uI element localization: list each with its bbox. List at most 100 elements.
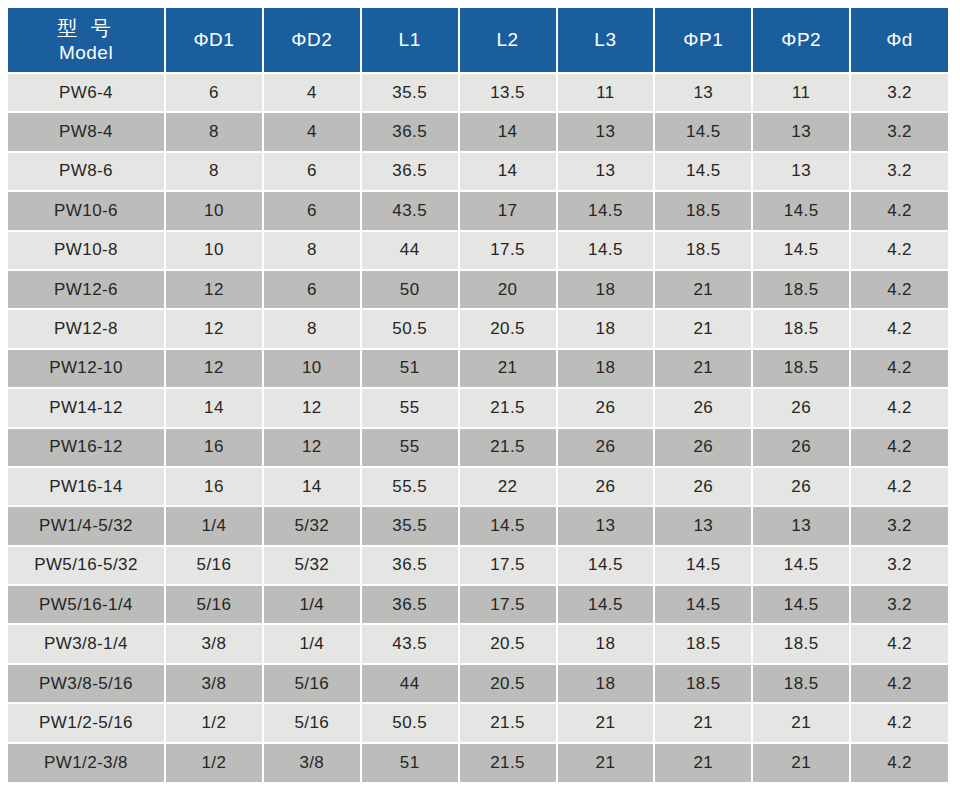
value-cell: 21 <box>654 270 752 309</box>
table-row: PW12-8 12 8 50.5 20.5 18 21 18.5 4.2 <box>8 309 948 348</box>
value-cell: 4.2 <box>850 664 948 703</box>
value-cell: 8 <box>165 152 263 191</box>
value-cell: 36.5 <box>361 152 459 191</box>
catalog-page: 型 号 Model ΦD1 ΦD2 L1 L2 L3 ΦP1 ΦP2 Φd PW… <box>0 0 960 796</box>
value-cell: 3/8 <box>165 664 263 703</box>
value-cell: 21.5 <box>459 743 557 782</box>
value-cell: 4.2 <box>850 467 948 506</box>
value-cell: 20.5 <box>459 309 557 348</box>
table-row: PW10-8 10 8 44 17.5 14.5 18.5 14.5 4.2 <box>8 231 948 270</box>
value-cell: 18.5 <box>654 624 752 663</box>
value-cell: 4.2 <box>850 231 948 270</box>
value-cell: 1/2 <box>165 703 263 742</box>
value-cell: 5/16 <box>263 703 361 742</box>
value-cell: 51 <box>361 743 459 782</box>
value-cell: 20.5 <box>459 624 557 663</box>
value-cell: 3/8 <box>263 743 361 782</box>
table-row: PW6-4 6 4 35.5 13.5 11 13 11 3.2 <box>8 73 948 112</box>
value-cell: 13 <box>557 112 655 151</box>
value-cell: 4.2 <box>850 624 948 663</box>
table-row: PW8-6 8 6 36.5 14 13 14.5 13 3.2 <box>8 152 948 191</box>
value-cell: 4.2 <box>850 428 948 467</box>
model-cell: PW1/2-3/8 <box>8 743 165 782</box>
value-cell: 14.5 <box>752 191 850 230</box>
value-cell: 36.5 <box>361 546 459 585</box>
model-cell: PW14-12 <box>8 388 165 427</box>
value-cell: 18 <box>557 349 655 388</box>
value-cell: 18.5 <box>752 270 850 309</box>
value-cell: 4.2 <box>850 270 948 309</box>
value-cell: 22 <box>459 467 557 506</box>
value-cell: 55 <box>361 428 459 467</box>
value-cell: 50 <box>361 270 459 309</box>
value-cell: 18.5 <box>752 349 850 388</box>
value-cell: 21 <box>459 349 557 388</box>
value-cell: 14.5 <box>654 112 752 151</box>
value-cell: 26 <box>654 467 752 506</box>
model-header-en: Model <box>8 41 164 65</box>
value-cell: 6 <box>263 191 361 230</box>
value-cell: 13 <box>752 506 850 545</box>
model-cell: PW12-8 <box>8 309 165 348</box>
value-cell: 12 <box>165 349 263 388</box>
value-cell: 21 <box>557 743 655 782</box>
value-cell: 36.5 <box>361 585 459 624</box>
column-header-p2: ΦP2 <box>752 8 850 73</box>
model-cell: PW3/8-1/4 <box>8 624 165 663</box>
column-header-d2: ΦD2 <box>263 8 361 73</box>
model-cell: PW8-4 <box>8 112 165 151</box>
table-row: PW8-4 8 4 36.5 14 13 14.5 13 3.2 <box>8 112 948 151</box>
value-cell: 36.5 <box>361 112 459 151</box>
column-header-l3: L3 <box>557 8 655 73</box>
value-cell: 26 <box>557 428 655 467</box>
value-cell: 35.5 <box>361 73 459 112</box>
model-cell: PW5/16-5/32 <box>8 546 165 585</box>
value-cell: 4.2 <box>850 309 948 348</box>
model-cell: PW1/4-5/32 <box>8 506 165 545</box>
value-cell: 10 <box>263 349 361 388</box>
value-cell: 8 <box>165 112 263 151</box>
value-cell: 44 <box>361 664 459 703</box>
value-cell: 13 <box>654 73 752 112</box>
value-cell: 50.5 <box>361 703 459 742</box>
table-row: PW10-6 10 6 43.5 17 14.5 18.5 14.5 4.2 <box>8 191 948 230</box>
value-cell: 1/2 <box>165 743 263 782</box>
value-cell: 44 <box>361 231 459 270</box>
value-cell: 14 <box>165 388 263 427</box>
value-cell: 5/16 <box>165 585 263 624</box>
value-cell: 21.5 <box>459 703 557 742</box>
model-cell: PW3/8-5/16 <box>8 664 165 703</box>
value-cell: 3/8 <box>165 624 263 663</box>
value-cell: 12 <box>263 428 361 467</box>
value-cell: 4 <box>263 73 361 112</box>
value-cell: 6 <box>263 270 361 309</box>
value-cell: 14 <box>263 467 361 506</box>
value-cell: 18.5 <box>752 309 850 348</box>
value-cell: 18 <box>557 309 655 348</box>
value-cell: 12 <box>263 388 361 427</box>
table-row: PW5/16-5/32 5/16 5/32 36.5 17.5 14.5 14.… <box>8 546 948 585</box>
value-cell: 11 <box>752 73 850 112</box>
value-cell: 1/4 <box>165 506 263 545</box>
value-cell: 21 <box>654 703 752 742</box>
value-cell: 21 <box>752 743 850 782</box>
value-cell: 43.5 <box>361 624 459 663</box>
table-row: PW12-10 12 10 51 21 18 21 18.5 4.2 <box>8 349 948 388</box>
value-cell: 20 <box>459 270 557 309</box>
header-row: 型 号 Model ΦD1 ΦD2 L1 L2 L3 ΦP1 ΦP2 Φd <box>8 8 948 73</box>
value-cell: 13 <box>752 152 850 191</box>
model-header-zh: 型 号 <box>8 16 164 41</box>
value-cell: 13 <box>654 506 752 545</box>
model-cell: PW10-8 <box>8 231 165 270</box>
value-cell: 21 <box>654 309 752 348</box>
value-cell: 18.5 <box>752 664 850 703</box>
column-header-model: 型 号 Model <box>8 8 165 73</box>
value-cell: 10 <box>165 191 263 230</box>
value-cell: 55 <box>361 388 459 427</box>
value-cell: 8 <box>263 231 361 270</box>
value-cell: 43.5 <box>361 191 459 230</box>
value-cell: 4 <box>263 112 361 151</box>
value-cell: 35.5 <box>361 506 459 545</box>
value-cell: 3.2 <box>850 546 948 585</box>
table-row: PW16-12 16 12 55 21.5 26 26 26 4.2 <box>8 428 948 467</box>
